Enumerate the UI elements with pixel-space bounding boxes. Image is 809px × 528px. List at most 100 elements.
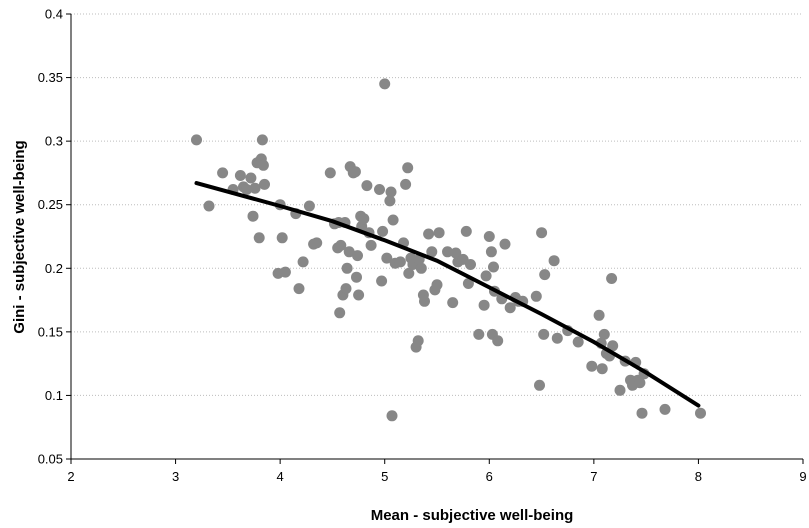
y-tick-label: 0.15 bbox=[38, 324, 63, 339]
data-point bbox=[351, 271, 362, 283]
data-point bbox=[431, 279, 443, 291]
trendline bbox=[194, 181, 701, 408]
data-point bbox=[352, 250, 363, 262]
data-point bbox=[343, 246, 355, 258]
x-axis-title: Mean - subjective well-being bbox=[371, 507, 574, 524]
data-point bbox=[442, 246, 453, 258]
data-point bbox=[234, 170, 246, 181]
grid-lines bbox=[71, 13, 803, 396]
data-point bbox=[607, 340, 619, 352]
data-point bbox=[365, 239, 377, 251]
data-points bbox=[191, 78, 706, 422]
data-point bbox=[257, 159, 269, 171]
y-tick-label: 0.1 bbox=[45, 388, 63, 403]
data-point bbox=[394, 256, 406, 268]
data-point bbox=[241, 184, 253, 195]
data-point bbox=[381, 252, 393, 264]
y-tick-label: 0.25 bbox=[38, 197, 63, 212]
x-tick-label: 4 bbox=[277, 469, 284, 484]
data-point bbox=[293, 283, 305, 295]
data-point bbox=[415, 262, 427, 274]
data-point bbox=[249, 182, 261, 194]
data-point bbox=[324, 167, 336, 179]
data-point bbox=[499, 238, 511, 250]
data-point bbox=[450, 247, 462, 259]
x-tick-label: 3 bbox=[172, 469, 179, 484]
x-axis-ticks: 2 3 4 5 6 7 8 9 bbox=[67, 459, 807, 484]
data-point bbox=[462, 278, 474, 289]
data-point bbox=[386, 410, 398, 422]
y-tick-label: 0.4 bbox=[45, 7, 63, 22]
data-point bbox=[403, 267, 415, 279]
data-point bbox=[256, 134, 268, 146]
data-point bbox=[191, 134, 202, 146]
data-point bbox=[349, 166, 361, 178]
data-point bbox=[385, 186, 397, 198]
y-tick-label: 0.2 bbox=[45, 261, 63, 276]
data-point bbox=[536, 227, 548, 239]
data-point bbox=[247, 210, 259, 222]
data-point bbox=[460, 225, 472, 237]
data-point bbox=[483, 231, 495, 242]
x-tick-label: 9 bbox=[799, 469, 806, 484]
y-axis-title: Gini - subjective well-being bbox=[11, 140, 28, 333]
data-point bbox=[400, 178, 412, 190]
data-point bbox=[279, 266, 291, 278]
x-tick-label: 7 bbox=[590, 469, 597, 484]
data-point bbox=[245, 172, 257, 184]
data-point bbox=[377, 225, 389, 237]
data-point bbox=[217, 167, 229, 179]
data-point bbox=[340, 283, 352, 295]
data-point bbox=[402, 162, 414, 174]
data-point bbox=[530, 290, 542, 302]
data-point bbox=[606, 273, 618, 284]
data-point bbox=[379, 78, 391, 90]
data-point bbox=[596, 363, 608, 375]
data-point bbox=[534, 379, 545, 391]
data-point bbox=[598, 328, 610, 340]
data-point bbox=[374, 184, 385, 195]
data-point bbox=[504, 302, 516, 314]
data-point bbox=[203, 200, 215, 212]
data-point bbox=[276, 232, 288, 244]
data-point bbox=[548, 255, 560, 267]
data-point bbox=[353, 289, 365, 301]
data-point bbox=[419, 295, 430, 307]
data-point bbox=[659, 403, 671, 415]
data-point bbox=[485, 246, 497, 258]
data-point bbox=[634, 377, 646, 389]
data-point bbox=[586, 360, 598, 372]
data-point bbox=[253, 232, 265, 244]
x-tick-label: 8 bbox=[695, 469, 702, 484]
y-tick-label: 0.3 bbox=[45, 134, 63, 149]
axes bbox=[70, 14, 803, 460]
data-point bbox=[551, 332, 563, 344]
data-point bbox=[473, 328, 485, 340]
data-point bbox=[433, 227, 445, 239]
y-axis-ticks: 0.05 0.1 0.15 0.2 0.25 0.3 0.35 0.4 bbox=[38, 7, 71, 467]
data-point bbox=[423, 228, 435, 240]
y-tick-label: 0.35 bbox=[38, 70, 63, 85]
data-point bbox=[384, 195, 396, 207]
data-point bbox=[636, 407, 648, 419]
data-point bbox=[695, 407, 706, 419]
data-point bbox=[539, 269, 551, 281]
data-point bbox=[358, 213, 370, 225]
data-point bbox=[614, 384, 626, 396]
data-point bbox=[572, 336, 584, 348]
data-point bbox=[538, 328, 550, 340]
data-point bbox=[311, 237, 323, 249]
x-tick-label: 6 bbox=[486, 469, 493, 484]
data-point bbox=[387, 214, 399, 226]
data-point bbox=[447, 297, 459, 309]
data-point bbox=[480, 270, 492, 282]
x-tick-label: 2 bbox=[67, 469, 74, 484]
data-point bbox=[376, 275, 388, 287]
data-point bbox=[478, 299, 490, 311]
data-point bbox=[426, 246, 438, 258]
data-point bbox=[335, 239, 347, 251]
data-point bbox=[341, 262, 353, 274]
y-tick-label: 0.05 bbox=[38, 452, 63, 467]
data-point bbox=[412, 335, 424, 347]
